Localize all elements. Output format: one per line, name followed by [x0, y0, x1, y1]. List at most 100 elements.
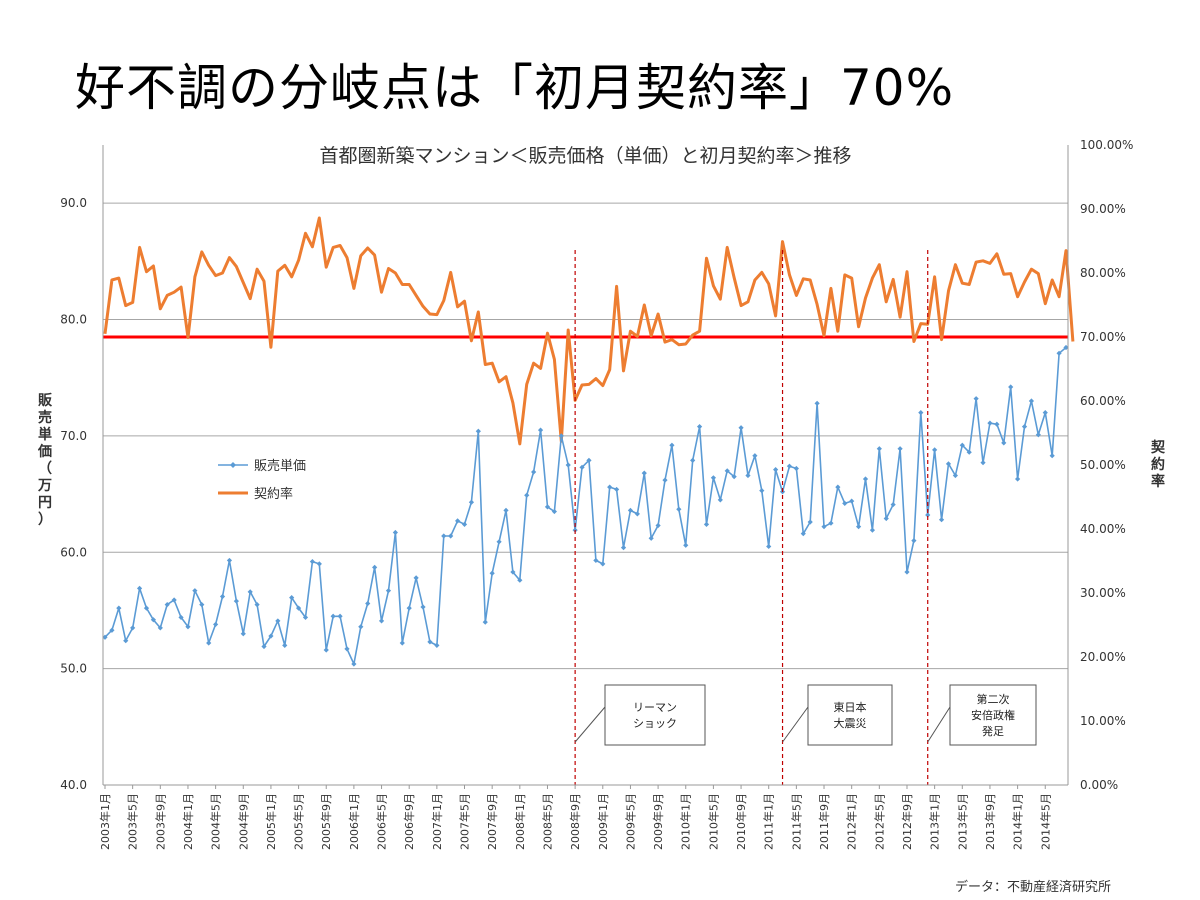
unit-price-point	[932, 447, 938, 453]
x-tick-label: 2011年9月	[817, 793, 831, 850]
unit-price-point	[945, 461, 952, 467]
unit-price-point	[925, 512, 931, 518]
unit-price-point	[835, 484, 841, 490]
unit-price-point	[766, 543, 772, 550]
unit-price-point	[849, 498, 855, 504]
unit-price-point	[662, 477, 668, 483]
event-callout-box	[949, 684, 1037, 746]
unit-price-point	[565, 462, 571, 468]
unit-price-point	[192, 588, 198, 594]
unit-price-point	[911, 538, 917, 544]
unit-price-point	[814, 400, 820, 406]
x-tick-label: 2011年1月	[762, 793, 776, 850]
y-left-tick-label: 90.0	[60, 196, 87, 210]
event-label: 発足	[982, 724, 1004, 738]
unit-price-point	[966, 449, 972, 455]
event-callout-leader	[782, 706, 809, 743]
unit-price-point	[959, 442, 965, 448]
y-left-tick-label: 80.0	[60, 313, 87, 327]
y-right-tick-label: 0.00%	[1080, 778, 1118, 792]
unit-price-point	[185, 624, 191, 630]
unit-price-point	[337, 613, 343, 619]
x-tick-label: 2006年9月	[402, 793, 416, 850]
unit-price-point	[1042, 410, 1048, 416]
x-tick-label: 2013年5月	[955, 793, 969, 850]
event-label: 第二次	[977, 692, 1010, 706]
unit-price-point	[1028, 398, 1035, 404]
unit-price-point	[793, 465, 799, 472]
y-right-tick-label: 10.00%	[1080, 714, 1126, 728]
unit-price-point	[1049, 453, 1055, 459]
unit-price-point	[980, 460, 986, 466]
x-tick-label: 2003年9月	[153, 793, 167, 850]
unit-price-point	[890, 501, 896, 508]
legend-marker-unit-price	[230, 462, 236, 468]
unit-price-point	[1056, 350, 1062, 356]
unit-price-point	[641, 470, 647, 476]
unit-price-point	[302, 614, 309, 621]
unit-price-point	[358, 624, 364, 630]
x-tick-label: 2012年5月	[872, 793, 886, 850]
x-tick-label: 2013年9月	[983, 793, 997, 850]
x-tick-label: 2004年9月	[236, 793, 250, 850]
y-right-tick-label: 70.00%	[1080, 330, 1126, 344]
x-tick-label: 2008年5月	[540, 793, 554, 850]
x-tick-label: 2008年9月	[568, 793, 582, 850]
unit-price-point	[731, 474, 737, 480]
x-tick-label: 2013年1月	[928, 793, 942, 850]
unit-price-point	[392, 529, 398, 536]
unit-price-point	[786, 463, 793, 469]
unit-price-point	[434, 642, 440, 648]
unit-price-point	[517, 577, 523, 583]
x-tick-label: 2006年5月	[375, 793, 389, 850]
unit-price-point	[448, 533, 454, 539]
unit-price-point	[690, 457, 696, 463]
x-tick-label: 2014年1月	[1011, 793, 1025, 850]
unit-price-point	[282, 642, 288, 648]
unit-price-point	[164, 602, 170, 608]
y-left-tick-label: 40.0	[60, 778, 87, 792]
unit-price-point	[869, 527, 876, 533]
y-right-tick-label: 80.00%	[1080, 266, 1126, 280]
unit-price-point	[717, 497, 723, 503]
unit-price-point	[143, 605, 150, 611]
unit-price-point	[489, 570, 495, 576]
unit-price-point	[537, 427, 544, 433]
x-tick-label: 2010年1月	[679, 793, 693, 850]
y-right-tick-label: 30.00%	[1080, 586, 1126, 600]
legend-label-unit-price: 販売単価	[254, 458, 306, 474]
unit-price-point	[102, 634, 108, 640]
unit-price-point	[994, 421, 1000, 427]
x-tick-label: 2008年1月	[513, 793, 527, 850]
unit-price-point	[406, 605, 412, 611]
unit-price-point	[261, 643, 267, 650]
unit-price-point	[136, 585, 143, 591]
unit-price-point	[828, 520, 834, 526]
unit-price-point	[413, 575, 419, 581]
unit-price-point	[544, 504, 551, 510]
chart-title: 首都圏新築マンション＜販売価格（単価）と初月契約率＞推移	[319, 145, 851, 167]
unit-price-point	[123, 638, 129, 644]
event-label: リーマン	[633, 701, 677, 714]
unit-price-point	[551, 508, 557, 515]
x-tick-label: 2009年5月	[623, 793, 637, 850]
unit-price-point	[683, 542, 689, 548]
unit-price-point	[862, 476, 869, 482]
unit-price-point	[620, 545, 627, 551]
event-callout-box	[604, 684, 706, 746]
unit-price-point	[558, 433, 564, 439]
x-tick-label: 2005年5月	[292, 793, 306, 850]
x-tick-label: 2007年1月	[430, 793, 444, 850]
event-callout-leader	[574, 706, 606, 743]
unit-price-point	[669, 442, 675, 448]
y-right-axis-title: 契約率	[1150, 439, 1166, 490]
unit-price-point	[482, 619, 488, 625]
x-tick-label: 2004年5月	[209, 793, 223, 850]
y-right-tick-label: 20.00%	[1080, 650, 1126, 664]
y-right-tick-label: 90.00%	[1080, 202, 1126, 216]
legend-label-contract-rate: 契約率	[254, 486, 293, 502]
unit-price-point	[676, 506, 682, 512]
unit-price-point	[600, 561, 606, 567]
